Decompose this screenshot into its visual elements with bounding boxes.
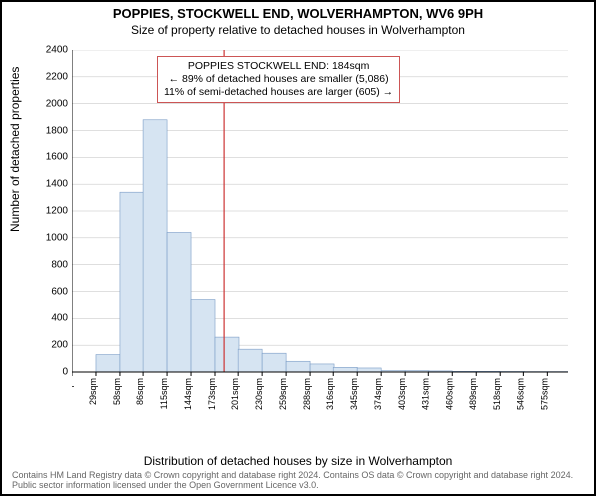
svg-text:374sqm: 374sqm <box>373 378 383 410</box>
svg-text:0sqm: 0sqm <box>72 378 74 400</box>
y-tick-label: 200 <box>51 340 68 351</box>
y-tick-label: 2000 <box>46 98 68 109</box>
svg-text:316sqm: 316sqm <box>325 378 335 410</box>
y-tick-label: 1600 <box>46 152 68 163</box>
y-tick-label: 0 <box>62 367 68 378</box>
svg-text:518sqm: 518sqm <box>492 378 502 410</box>
y-tick-label: 1200 <box>46 206 68 217</box>
y-tick-label: 2400 <box>46 45 68 56</box>
svg-text:115sqm: 115sqm <box>159 378 169 409</box>
svg-text:86sqm: 86sqm <box>135 378 145 405</box>
y-tick-label: 1000 <box>46 232 68 243</box>
svg-text:345sqm: 345sqm <box>349 378 359 410</box>
chart-title: POPPIES, STOCKWELL END, WOLVERHAMPTON, W… <box>2 6 594 21</box>
y-tick-label: 600 <box>51 286 68 297</box>
svg-text:29sqm: 29sqm <box>88 378 98 405</box>
svg-text:288sqm: 288sqm <box>302 378 312 410</box>
y-tick-label: 400 <box>51 313 68 324</box>
info-line-1: POPPIES STOCKWELL END: 184sqm <box>164 60 393 73</box>
svg-text:460sqm: 460sqm <box>444 378 454 410</box>
svg-text:144sqm: 144sqm <box>183 378 193 410</box>
y-tick-label: 2200 <box>46 71 68 82</box>
svg-text:173sqm: 173sqm <box>207 378 217 410</box>
svg-text:58sqm: 58sqm <box>112 378 122 405</box>
info-line-3: 11% of semi-detached houses are larger (… <box>164 86 393 99</box>
y-axis-label: Number of detached properties <box>8 67 22 232</box>
copyright-text: Contains HM Land Registry data © Crown c… <box>12 470 594 490</box>
y-tick-label: 1400 <box>46 179 68 190</box>
svg-text:259sqm: 259sqm <box>278 378 288 410</box>
y-tick-label: 800 <box>51 259 68 270</box>
svg-text:403sqm: 403sqm <box>397 378 407 410</box>
chart-container: POPPIES, STOCKWELL END, WOLVERHAMPTON, W… <box>0 0 596 496</box>
y-tick-label: 1800 <box>46 125 68 136</box>
x-axis-label: Distribution of detached houses by size … <box>2 454 594 468</box>
chart-plot: 0sqm 29sqm 58sqm 86sqm 115sqm 144sqm 173sqm 201… <box>72 50 568 410</box>
chart-subtitle: Size of property relative to detached ho… <box>2 23 594 37</box>
info-box: POPPIES STOCKWELL END: 184sqm ← 89% of d… <box>157 56 400 103</box>
svg-text:546sqm: 546sqm <box>515 378 525 410</box>
svg-text:489sqm: 489sqm <box>468 378 478 410</box>
svg-text:201sqm: 201sqm <box>230 378 240 410</box>
svg-text:431sqm: 431sqm <box>420 378 430 410</box>
chart-area: 0sqm 29sqm 58sqm 86sqm 115sqm 144sqm 173sqm 201… <box>72 50 568 410</box>
svg-text:230sqm: 230sqm <box>254 378 264 410</box>
info-line-2: ← 89% of detached houses are smaller (5,… <box>164 73 393 86</box>
svg-text:575sqm: 575sqm <box>539 378 549 410</box>
